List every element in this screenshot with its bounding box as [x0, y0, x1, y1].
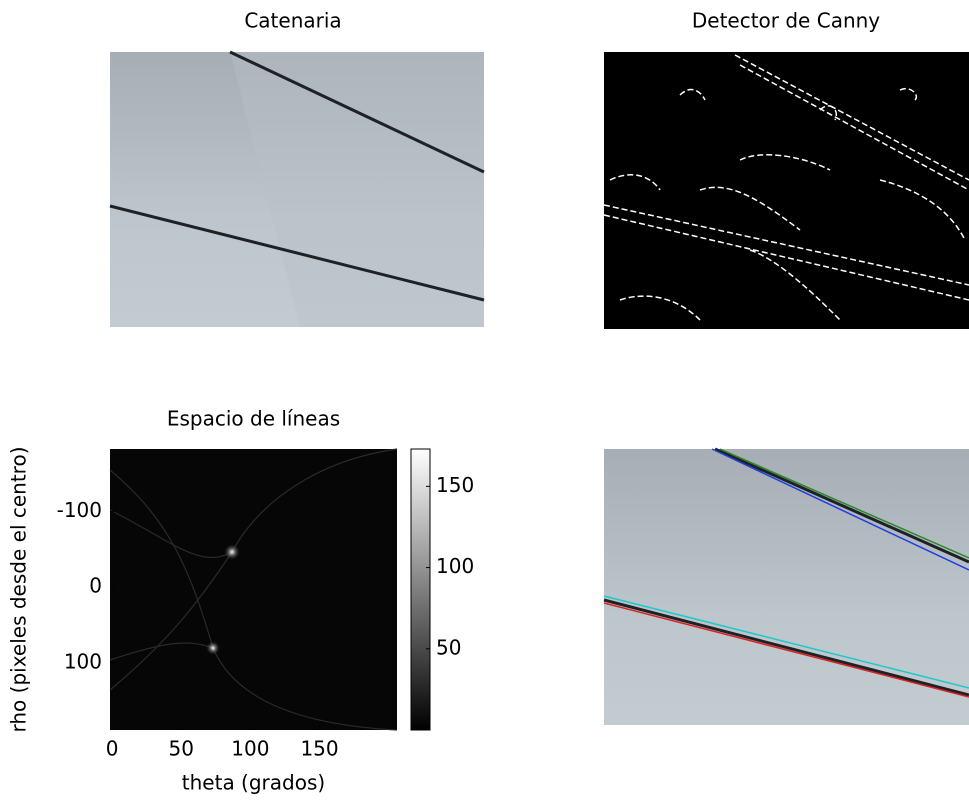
x-tick-label: 150 [300, 737, 338, 761]
edge-image [604, 52, 969, 329]
colorbar-tick-label: 100 [436, 554, 474, 578]
y-tick-label: -100 [57, 498, 102, 522]
panel-title: Espacio de líneas [167, 407, 340, 431]
x-tick-label: 0 [106, 737, 119, 761]
y-tick-label: 0 [89, 574, 102, 598]
photo-detected [604, 449, 969, 725]
photo [110, 52, 484, 327]
x-axis-label: theta (grados) [182, 771, 325, 795]
panel-title: Catenaria [244, 9, 341, 33]
colorbar-tick-label: 150 [436, 473, 474, 497]
y-axis-label: rho (pixeles desde el centro) [7, 447, 31, 733]
x-tick-label: 50 [169, 737, 194, 761]
figure: Catenaria Detector de Canny [0, 0, 969, 802]
panel-title: Detector de Canny [692, 9, 880, 33]
x-tick-label: 100 [231, 737, 269, 761]
y-tick-label: 100 [64, 649, 102, 673]
hough-axes [110, 449, 397, 730]
colorbar-tick-label: 50 [436, 635, 461, 659]
colorbar [411, 449, 430, 730]
